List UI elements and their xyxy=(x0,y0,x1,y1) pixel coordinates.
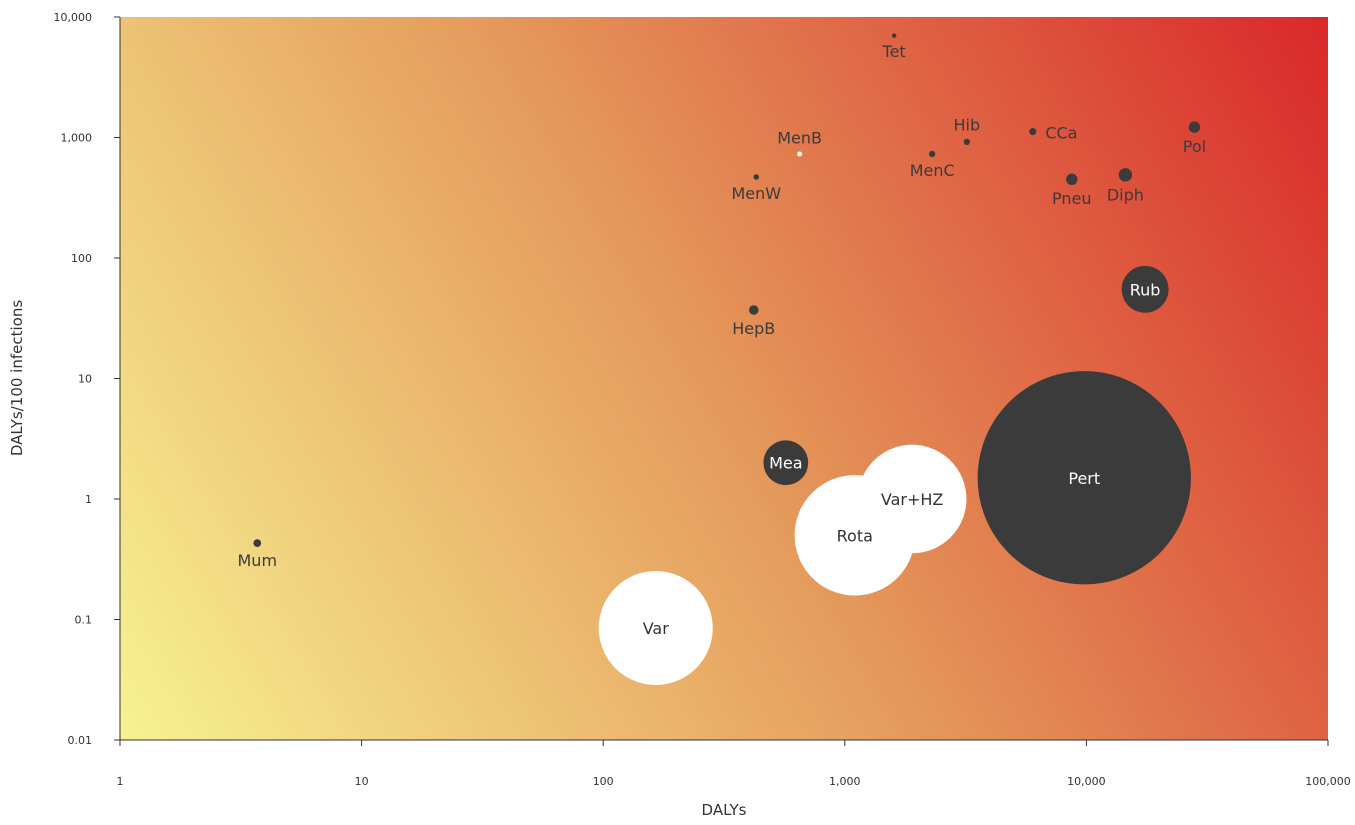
x-tick-label: 1,000 xyxy=(829,775,861,788)
tick-layer: 1 10 100 1,000 10,000 100,000 0.01 0.1 1 10 100 1,0… xyxy=(54,11,1351,788)
bubble-var xyxy=(598,570,713,686)
y-tick-label: 1,000 xyxy=(61,132,93,145)
x-tick-label: 1 xyxy=(117,775,124,788)
y-axis-title: DALYs/100 infections xyxy=(8,300,26,457)
bubble-label: Hib xyxy=(954,116,981,135)
bubble-var-hz xyxy=(857,444,967,554)
bubble-mea xyxy=(763,440,809,486)
bubble-label: Rota xyxy=(837,526,873,545)
bubble-menw xyxy=(753,174,759,180)
bubble-hepb xyxy=(749,305,759,315)
bubble-label: HepB xyxy=(732,319,775,338)
y-tick-label: 100 xyxy=(71,252,92,265)
bubble-pol xyxy=(1188,121,1201,133)
plot-area-background xyxy=(120,17,1328,740)
x-tick-label: 10 xyxy=(355,775,369,788)
bubble-label: Diph xyxy=(1107,186,1144,205)
bubble-label: Pol xyxy=(1183,137,1206,156)
bubble-tet xyxy=(891,33,897,38)
bubble-label: Pneu xyxy=(1052,189,1092,208)
x-axis-title: DALYs xyxy=(702,801,747,819)
bubble-diph xyxy=(1118,168,1133,182)
bubble-mum xyxy=(253,539,262,548)
bubble-label: Tet xyxy=(882,42,906,61)
bubble-pert xyxy=(977,371,1191,585)
bubble-menc xyxy=(929,150,936,158)
bubble-label: Rub xyxy=(1130,280,1161,299)
y-tick-label: 1 xyxy=(85,493,92,506)
y-tick-label: 10,000 xyxy=(54,11,93,24)
x-tick-label: 100,000 xyxy=(1305,775,1351,788)
bubble-layer: Pert Rota Var Var+HZ Rub Mea Diph Pol Pneu HepB Mu… xyxy=(238,33,1206,686)
bubble-menb xyxy=(797,151,803,157)
x-tick-label: 100 xyxy=(593,775,614,788)
y-tick-label: 0.1 xyxy=(75,614,93,627)
bubble-label: Var xyxy=(643,619,670,638)
y-tick-label: 0.01 xyxy=(68,734,93,747)
bubble-label: MenW xyxy=(731,184,781,203)
bubble-label: Var+HZ xyxy=(881,490,944,509)
bubble-rub xyxy=(1121,265,1169,313)
bubble-label: MenB xyxy=(777,128,822,147)
bubble-label: CCa xyxy=(1045,124,1077,143)
bubble-label: MenC xyxy=(910,161,955,180)
bubble-label: Pert xyxy=(1068,469,1100,488)
bubble-label: Mum xyxy=(238,551,278,570)
bubble-cca xyxy=(1029,128,1037,136)
bubble-pneu xyxy=(1066,173,1078,185)
y-tick-label: 10 xyxy=(78,373,92,386)
bubble-hib xyxy=(963,138,971,146)
bubble-label: Mea xyxy=(769,454,802,473)
x-tick-label: 10,000 xyxy=(1067,775,1106,788)
